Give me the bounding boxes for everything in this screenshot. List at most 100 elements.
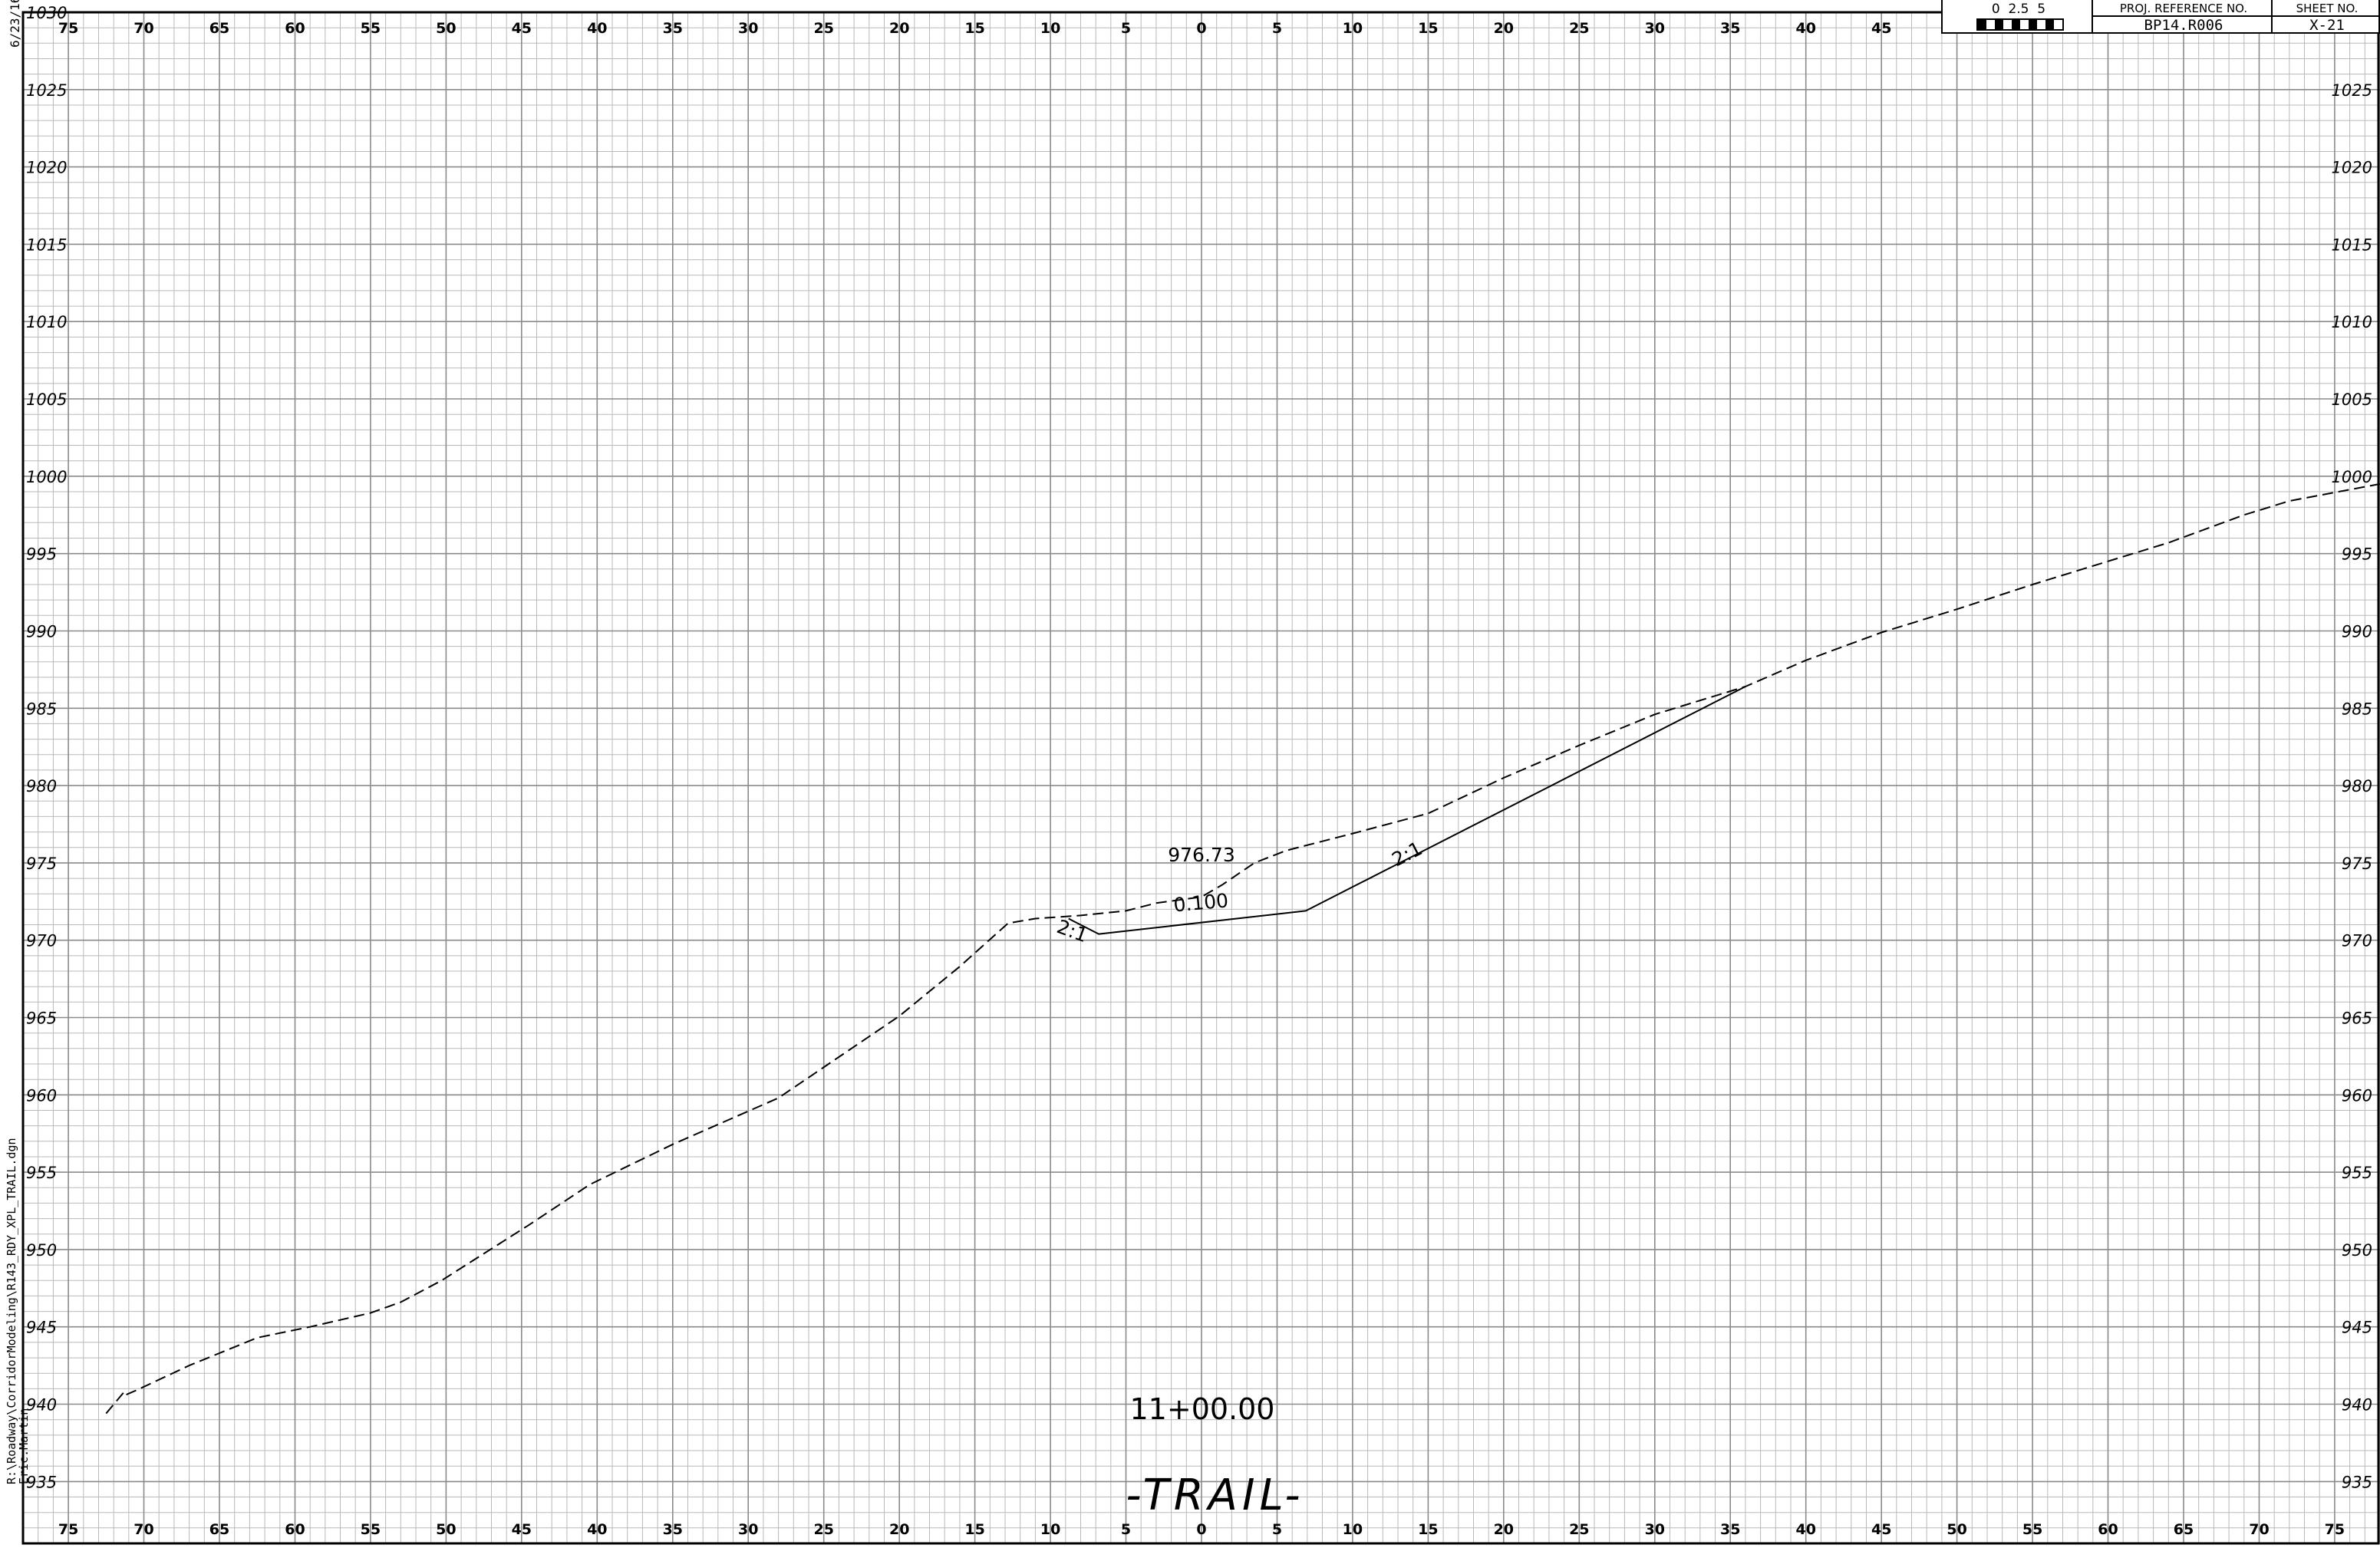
y-tick-label-left: 995 (26, 545, 57, 564)
x-tick-label-bottom: 45 (1871, 1521, 1891, 1538)
x-tick-label-bottom: 70 (134, 1521, 153, 1538)
grid-lines (22, 12, 2380, 1544)
y-tick-label-left: 960 (26, 1086, 57, 1105)
y-tick-label-left: 935 (26, 1473, 57, 1491)
x-tick-label-top: 45 (1871, 20, 1891, 37)
profile-lines (105, 483, 2380, 1415)
y-tick-label-right: 1010 (2332, 313, 2372, 331)
x-tick-label-top: 20 (1494, 20, 1514, 37)
x-tick-label-bottom: 25 (1569, 1521, 1589, 1538)
y-tick-label-right: 945 (2342, 1319, 2372, 1337)
x-tick-label-bottom: 45 (512, 1521, 532, 1538)
y-tick-label-right: 940 (2342, 1396, 2372, 1415)
annotation-label: 0.100 (1172, 889, 1229, 916)
x-tick-label-bottom: 50 (1947, 1521, 1966, 1538)
x-tick-label-top: 10 (1343, 20, 1363, 37)
alignment-label: -TRAIL- (1126, 1471, 1304, 1520)
y-tick-label-right: 980 (2342, 777, 2372, 795)
x-tick-label-bottom: 15 (1418, 1521, 1438, 1538)
sheet-no-divider (2273, 15, 2380, 17)
y-tick-label-right: 1025 (2332, 81, 2372, 100)
sheet-no-box: SHEET NO. X-21 (2271, 0, 2380, 34)
y-tick-label-left: 945 (26, 1319, 57, 1337)
y-tick-labels: 935 935 940 940 945 945 950 950 955 955 960 960 965 9… (26, 4, 2372, 1491)
y-tick-label-left: 1000 (26, 468, 67, 486)
x-tick-label-top: 60 (285, 20, 305, 37)
y-tick-label-right: 965 (2342, 1009, 2372, 1028)
scale-box: 0 2.5 5 (1941, 0, 2093, 34)
x-tick-label-bottom: 60 (2098, 1521, 2118, 1538)
x-tick-label-top: 25 (1569, 20, 1589, 37)
y-tick-label-right: 995 (2342, 545, 2372, 564)
x-tick-label-bottom: 55 (361, 1521, 381, 1538)
x-tick-label-bottom: 10 (1343, 1521, 1363, 1538)
sheet-no-value: X-21 (2309, 17, 2345, 34)
x-tick-label-top: 30 (1645, 20, 1665, 37)
existing-ground-line (105, 483, 2380, 1415)
proj-ref-value: BP14.R006 (2144, 17, 2223, 34)
y-tick-label-right: 960 (2342, 1086, 2372, 1105)
x-tick-label-bottom: 60 (285, 1521, 305, 1538)
x-tick-label-bottom: 75 (58, 1521, 78, 1538)
proposed-grade-line (1068, 686, 1746, 935)
y-tick-label-left: 980 (26, 777, 57, 795)
y-tick-label-right: 975 (2342, 855, 2372, 873)
x-tick-label-top: 30 (738, 20, 758, 37)
x-tick-label-bottom: 20 (889, 1521, 909, 1538)
x-tick-label-top: 15 (1418, 20, 1438, 37)
x-tick-label-bottom: 5 (1121, 1521, 1131, 1538)
date-stamp: 6/23/16 (8, 0, 22, 48)
y-tick-label-right: 955 (2342, 1164, 2372, 1182)
annotation-label: 2:1 (1054, 915, 1091, 947)
major-grid (23, 12, 2380, 1543)
y-tick-label-right: 950 (2342, 1241, 2372, 1260)
y-tick-label-left: 990 (26, 623, 57, 641)
plot-frame (21, 11, 2380, 1545)
x-tick-label-bottom: 70 (2249, 1521, 2269, 1538)
x-tick-label-top: 55 (361, 20, 381, 37)
x-tick-label-top: 50 (436, 20, 456, 37)
y-tick-label-left: 940 (26, 1396, 57, 1415)
annotation-label: 976.73 (1168, 844, 1235, 866)
y-tick-label-left: 955 (26, 1164, 57, 1182)
x-tick-label-bottom: 35 (1720, 1521, 1740, 1538)
x-tick-label-bottom: 75 (2325, 1521, 2345, 1538)
x-tick-label-bottom: 0 (1196, 1521, 1206, 1538)
x-tick-label-bottom: 15 (964, 1521, 984, 1538)
x-tick-label-top: 45 (512, 20, 532, 37)
x-tick-label-bottom: 35 (663, 1521, 683, 1538)
y-tick-label-right: 990 (2342, 623, 2372, 641)
y-tick-label-left: 950 (26, 1241, 57, 1260)
x-tick-label-bottom: 10 (1040, 1521, 1060, 1538)
x-tick-label-bottom: 50 (436, 1521, 456, 1538)
x-tick-label-bottom: 65 (2174, 1521, 2194, 1538)
y-tick-label-left: 1020 (26, 159, 67, 177)
x-tick-label-top: 35 (663, 20, 683, 37)
x-tick-label-bottom: 20 (1494, 1521, 1514, 1538)
proj-ref-box: PROJ. REFERENCE NO. BP14.R006 (2092, 0, 2274, 34)
y-tick-label-right: 970 (2342, 932, 2372, 950)
x-tick-label-top: 40 (1795, 20, 1815, 37)
scale-label: 0 2.5 5 (1991, 2, 2046, 17)
x-tick-label-top: 70 (134, 20, 153, 37)
x-tick-label-top: 20 (889, 20, 909, 37)
x-tick-label-bottom: 30 (738, 1521, 758, 1538)
x-tick-label-top: 5 (1272, 20, 1282, 37)
x-tick-label-top: 15 (964, 20, 984, 37)
x-tick-label-top: 5 (1121, 20, 1131, 37)
proj-ref-header: PROJ. REFERENCE NO. (2119, 2, 2248, 15)
y-tick-label-left: 1025 (26, 81, 67, 100)
y-tick-label-left: 1015 (26, 235, 67, 254)
x-tick-label-top: 0 (1196, 20, 1206, 37)
x-tick-label-bottom: 65 (209, 1521, 229, 1538)
x-tick-label-top: 35 (1720, 20, 1740, 37)
y-tick-label-left: 975 (26, 855, 57, 873)
y-tick-label-right: 985 (2342, 700, 2372, 718)
y-tick-label-left: 985 (26, 700, 57, 718)
x-tick-label-top: 75 (58, 20, 78, 37)
x-tick-label-top: 65 (209, 20, 229, 37)
x-tick-label-top: 25 (813, 20, 833, 37)
y-tick-label-left: 1010 (26, 313, 67, 331)
x-tick-label-bottom: 40 (1795, 1521, 1815, 1538)
